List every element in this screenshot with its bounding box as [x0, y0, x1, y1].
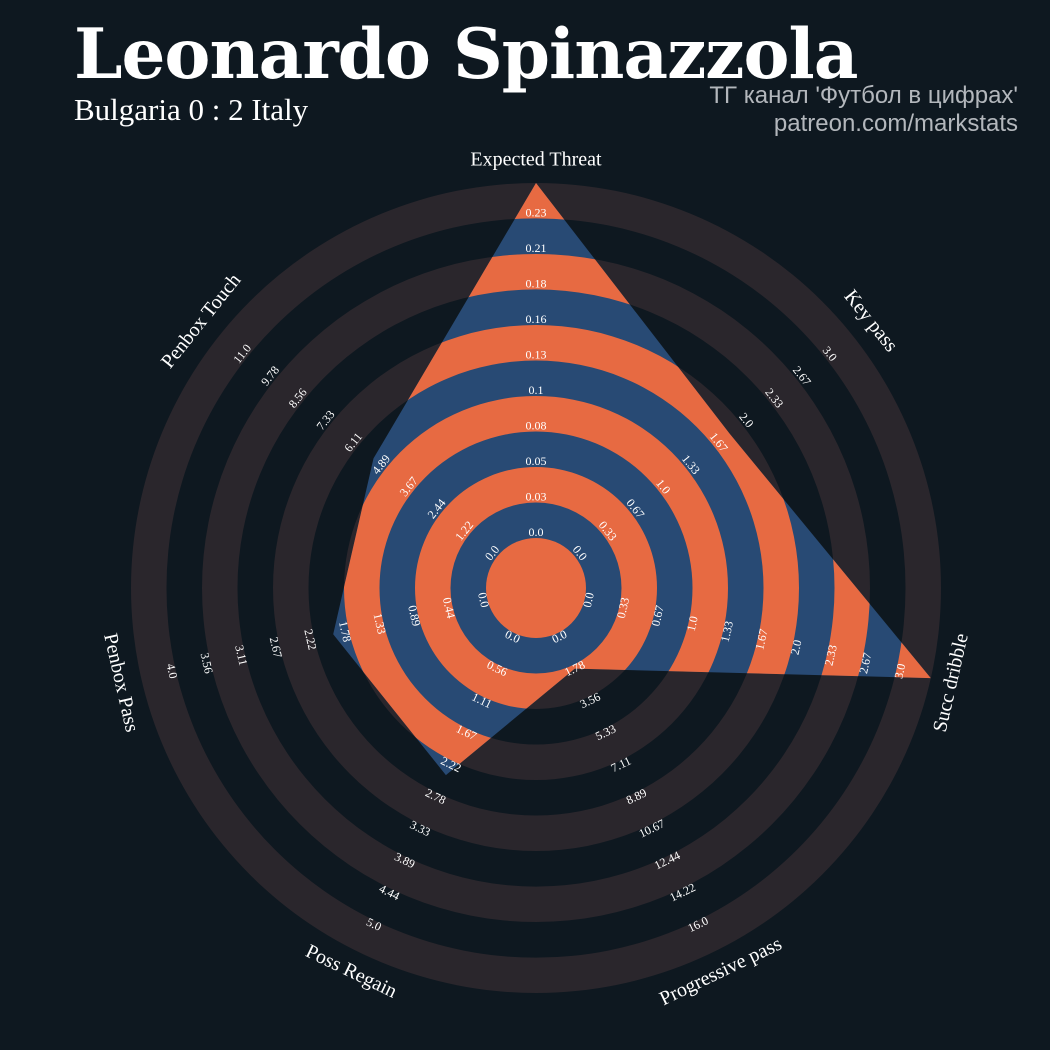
tick-label: 0.08 — [526, 418, 547, 432]
match-subtitle: Bulgaria 0 : 2 Italy — [74, 92, 309, 127]
tick-label: 2.67 — [856, 651, 874, 675]
credit-channel: ТГ канал 'Футбол в цифрах' — [709, 82, 1018, 109]
page-title: Leonardo Spinazzola — [74, 14, 858, 95]
tick-label: 3.0 — [891, 662, 908, 680]
tick-labels: 0.0 0.03 0.05 0.08 0.1 0.13 0.16 0.18 0.21 0.23 0.… — [164, 205, 909, 935]
player-stripe-bands — [333, 183, 931, 776]
credit-patreon: patreon.com/markstats — [773, 110, 1018, 137]
tick-label: 0.67 — [648, 604, 666, 628]
tick-label: 5.0 — [364, 915, 384, 934]
tick-label: 0.1 — [529, 383, 544, 397]
tick-label: 0.03 — [526, 489, 547, 503]
tick-label: 2.0 — [788, 638, 805, 656]
tick-label: 1.67 — [752, 628, 770, 652]
tick-label: 1.33 — [718, 620, 736, 644]
tick-label: 0.0 — [550, 627, 570, 646]
tick-label: 0.0 — [475, 591, 492, 609]
player-stripe — [415, 467, 657, 709]
tick-label: 2.33 — [822, 643, 840, 667]
tick-label: 1.33 — [371, 612, 389, 636]
tick-label: 0.18 — [526, 276, 547, 290]
tick-label: 0.44 — [440, 596, 458, 620]
tick-label: 0.89 — [405, 604, 423, 628]
tick-label: 1.78 — [336, 620, 354, 644]
tick-label: 3.56 — [198, 651, 216, 675]
tick-label: 4.0 — [164, 662, 181, 680]
tick-label: 2.67 — [267, 636, 285, 660]
tick-label: 1.0 — [684, 615, 701, 633]
tick-label: 0.0 — [580, 591, 597, 609]
tick-label: 3.11 — [232, 644, 250, 667]
tick-label: 0.23 — [526, 205, 547, 219]
tick-label: 0.0 — [529, 525, 544, 539]
tick-label: 0.13 — [526, 347, 547, 361]
tick-label: 0.05 — [526, 454, 547, 468]
tick-label: 0.33 — [614, 596, 632, 620]
tick-label: 0.16 — [526, 312, 547, 326]
axis-label: Expected Threat — [470, 149, 602, 171]
player-polygon-group — [333, 183, 931, 776]
tick-label: 0.21 — [526, 241, 547, 255]
tick-label: 2.22 — [301, 628, 319, 652]
tick-label: 0.0 — [503, 627, 523, 646]
player-center-stripe — [486, 538, 586, 638]
